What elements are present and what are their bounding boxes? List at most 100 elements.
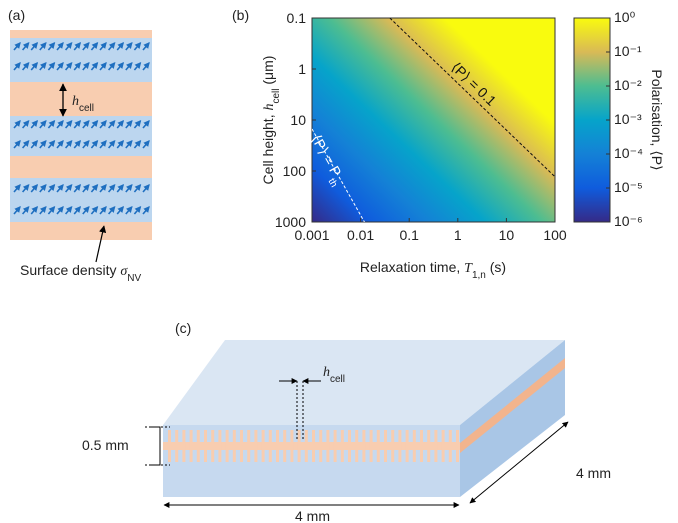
spin-arrow: [73, 62, 82, 71]
spin-arrow: [125, 42, 133, 51]
label-symbol: T: [464, 261, 473, 276]
spin-arrow: [99, 184, 107, 193]
comb-tooth: [340, 430, 344, 462]
spin-arrow: [82, 140, 90, 149]
spin-arrow: [90, 140, 99, 149]
label-text: Relaxation time,: [360, 259, 464, 275]
comb-tooth: [434, 430, 438, 462]
colorbar-tick-label: 10⁻²: [614, 77, 642, 93]
label-subscript: cell: [79, 103, 94, 114]
spin-arrow: [21, 184, 30, 193]
spin-arrow: [47, 42, 56, 51]
comb-tooth: [398, 430, 402, 462]
comb-tooth: [261, 430, 265, 462]
spin-arrow: [125, 140, 133, 149]
contour-line: [312, 128, 365, 222]
spin-arrow: [64, 120, 73, 129]
spin-arrow: [107, 206, 116, 215]
spin-arrow: [116, 120, 125, 129]
spin-arrow: [47, 184, 56, 193]
spin-arrow: [82, 120, 90, 129]
colorbar-tick-label: 10⁻⁴: [614, 145, 643, 161]
y-tick-label: 100: [283, 163, 307, 179]
x-tick-label: 0.01: [347, 227, 374, 243]
thickness-label: 0.5 mm: [82, 437, 129, 453]
spin-arrow: [64, 184, 73, 193]
spin-arrow: [64, 206, 73, 215]
label-unit: (μm): [260, 56, 276, 89]
spin-arrow: [47, 140, 56, 149]
spin-arrow: [125, 120, 133, 129]
spin-arrow: [107, 184, 116, 193]
colorbar: [573, 17, 611, 223]
comb-tooth: [312, 430, 315, 462]
label-subscript: cell: [271, 89, 282, 104]
spin-arrow: [47, 206, 56, 215]
spin-arrow: [90, 184, 99, 193]
spin-arrow: [107, 140, 116, 149]
x-tick-label: 0.1: [399, 227, 419, 243]
comb-tooth: [405, 430, 409, 462]
comb-tooth: [168, 430, 171, 462]
spin-arrow: [21, 206, 30, 215]
spin-arrow: [30, 62, 39, 71]
spin-arrow: [39, 184, 47, 193]
comb-tooth: [276, 430, 279, 462]
spin-arrow: [30, 140, 39, 149]
spin-arrow: [142, 140, 150, 149]
spin-arrow: [64, 140, 73, 149]
spin-arrow: [133, 62, 142, 71]
label-subscript: cell: [330, 374, 345, 385]
spin-arrow: [56, 140, 64, 149]
colorbar-label: Polarisation, ⟨P⟩: [649, 69, 665, 170]
spin-arrow: [13, 120, 21, 129]
x-tick-label: 10: [499, 227, 515, 243]
comb-tooth: [182, 430, 186, 462]
spin-arrow: [56, 120, 64, 129]
label-text: Cell height,: [260, 111, 276, 185]
comb-tooth: [326, 430, 330, 462]
spin-arrow: [21, 42, 30, 51]
panel-label: (c): [175, 320, 191, 336]
label-subscript: NV: [127, 273, 141, 284]
comb-tooth: [247, 430, 251, 462]
spin-arrow: [13, 206, 21, 215]
spin-arrow: [13, 140, 21, 149]
spin-arrow: [21, 140, 30, 149]
pointer-arrow: [95, 225, 107, 263]
spin-arrow: [64, 62, 73, 71]
spin-arrow: [39, 120, 47, 129]
y-tick-label: 10: [290, 112, 306, 128]
spin-arrow: [30, 120, 39, 129]
spin-arrow: [56, 206, 64, 215]
label-symbol: h: [262, 104, 277, 111]
spin-arrow: [64, 42, 73, 51]
depth-label: 4 mm: [576, 465, 611, 481]
spin-arrow: [73, 120, 82, 129]
comb-tooth: [283, 430, 287, 462]
comb-tooth: [218, 430, 222, 462]
spin-arrow: [90, 62, 99, 71]
panel-label: (a): [8, 7, 25, 23]
spin-arrow: [107, 42, 116, 51]
spin-arrow: [116, 184, 125, 193]
comb-tooth: [304, 430, 308, 462]
panel-a: [10, 30, 152, 263]
h-label: hcell: [323, 365, 345, 385]
x-axis-label: Relaxation time, T1,n (s): [360, 259, 506, 281]
spin-arrow: [73, 42, 82, 51]
spin-arrow: [133, 42, 142, 51]
comb-tooth: [240, 430, 243, 462]
panel-c: (c) 0.5 mm 4 mm 4 mm: [82, 320, 611, 523]
y-tick-label: 0.1: [287, 10, 307, 26]
spin-arrow: [99, 140, 107, 149]
spin-arrow: [142, 62, 150, 71]
label-symbol: σ: [120, 264, 128, 279]
spin-arrow: [73, 184, 82, 193]
x-tick-label: 0.001: [294, 227, 329, 243]
spin-arrow: [90, 42, 99, 51]
caption: Surface density σNV: [20, 262, 142, 284]
spin-arrow: [30, 184, 39, 193]
comb-tooth: [448, 430, 452, 462]
spin-arrow: [90, 206, 99, 215]
